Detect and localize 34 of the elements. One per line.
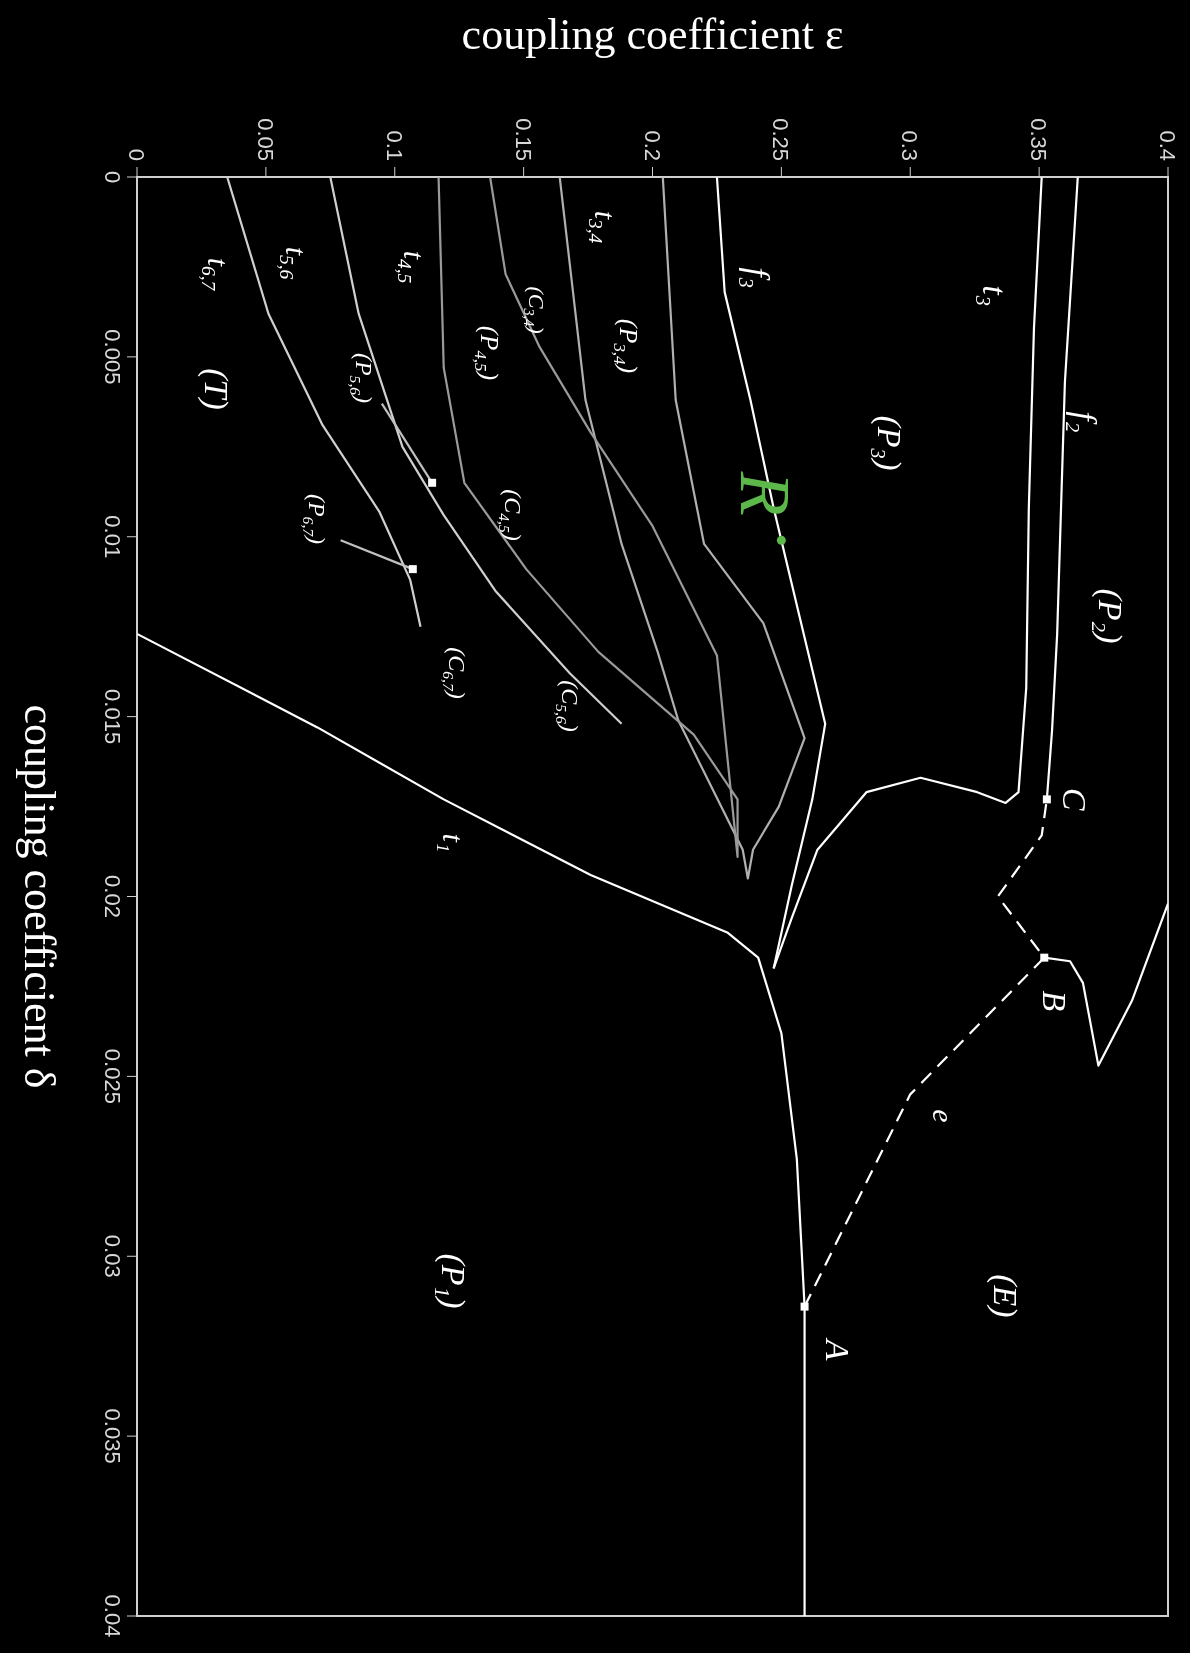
annotation: (P₁) xyxy=(434,1253,473,1309)
y-tick-label: 0.02 xyxy=(100,875,126,918)
x-tick-label: 0 xyxy=(124,148,150,161)
y-tick-label: 0.04 xyxy=(100,1594,126,1638)
annotation: f₂ xyxy=(1066,411,1104,433)
x-tick-label: 0.2 xyxy=(640,130,665,161)
annotation: f₃ xyxy=(739,267,777,289)
y-tick-label: 0.005 xyxy=(100,329,126,385)
annotation: B xyxy=(1036,990,1074,1012)
annotation: (E) xyxy=(986,1274,1025,1318)
x-tick-label: 0.35 xyxy=(1026,118,1052,161)
annotation: t₃ xyxy=(976,285,1014,307)
y-tick-label: 0 xyxy=(100,170,126,184)
annotation: A xyxy=(819,1337,857,1361)
annotation: (T) xyxy=(197,368,236,410)
x-tick-label: 0.4 xyxy=(1155,130,1181,161)
annotation: (P₃) xyxy=(870,415,909,471)
y-tick-label: 0.03 xyxy=(100,1234,126,1278)
annotation: (P₂) xyxy=(1091,588,1130,644)
y-tick-label: 0.025 xyxy=(100,1048,126,1104)
x-tick-label: 0.25 xyxy=(768,118,794,161)
annotation: C xyxy=(1056,787,1094,811)
y-tick-label: 0.015 xyxy=(100,689,126,745)
x-tick-label: 0.05 xyxy=(253,118,279,161)
annotation: e xyxy=(927,1109,961,1123)
x-tick-label: 0.3 xyxy=(897,130,923,161)
x-tick-label: 0.1 xyxy=(382,130,408,161)
text: R xyxy=(724,470,805,516)
y-axis-title: coupling coefficient δ xyxy=(15,704,65,1089)
x-tick-label: 0.15 xyxy=(511,118,537,161)
y-tick-label: 0.035 xyxy=(100,1408,126,1464)
y-tick-label: 0.01 xyxy=(100,515,126,559)
annotation: t₁ xyxy=(437,833,471,853)
x-axis-title: coupling coefficient ε xyxy=(461,10,844,60)
